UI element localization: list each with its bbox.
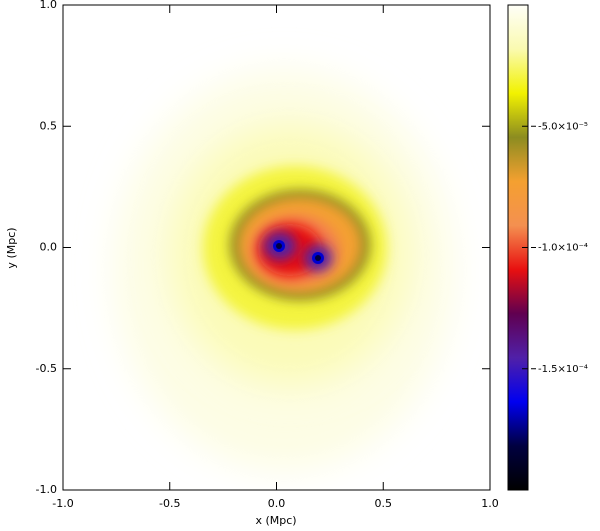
y-tick-label: -1.0 bbox=[36, 483, 57, 496]
colorbar-tick-label: -1.5×10⁻⁴ bbox=[538, 364, 588, 375]
x-tick-label: -1.0 bbox=[52, 497, 73, 510]
y-tick-label: -0.5 bbox=[36, 362, 57, 375]
x-tick-label: 1.0 bbox=[481, 497, 499, 510]
y-tick-label: 0.5 bbox=[40, 119, 58, 132]
colorbar-tick-label: -1.0×10⁻⁴ bbox=[538, 243, 588, 254]
x-tick-label: -0.5 bbox=[159, 497, 180, 510]
y-axis-label: y (Mpc) bbox=[5, 227, 18, 268]
x-tick-label: 0.0 bbox=[268, 497, 286, 510]
x-tick-label: 0.5 bbox=[375, 497, 393, 510]
colorbar-tick-label: -5.0×10⁻⁵ bbox=[538, 121, 588, 132]
y-tick-label: 1.0 bbox=[40, 0, 58, 11]
x-axis-label: x (Mpc) bbox=[255, 514, 296, 527]
y-tick-label: 0.0 bbox=[40, 241, 58, 254]
density-field bbox=[114, 70, 454, 470]
